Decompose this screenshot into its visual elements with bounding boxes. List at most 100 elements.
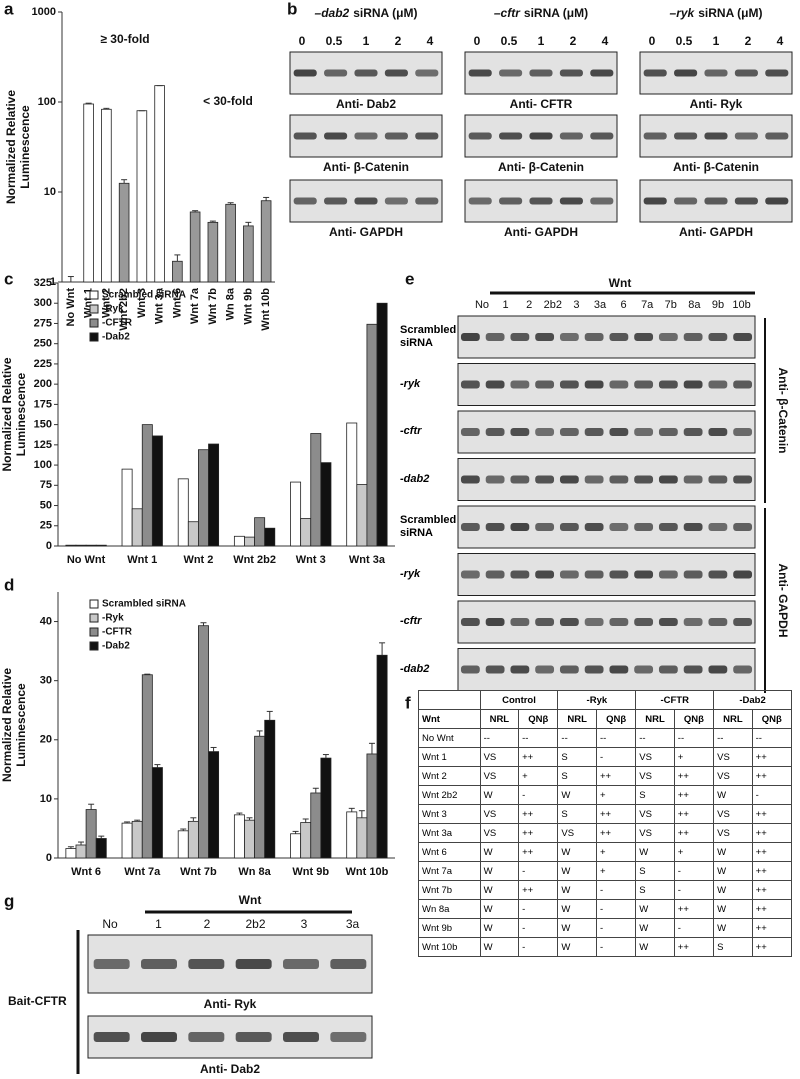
table-cell: Wnt 9b	[418, 918, 481, 938]
legend-swatch	[89, 290, 99, 300]
table-cell: VS	[713, 804, 753, 824]
blot-frame	[457, 315, 756, 359]
y-axis-label: Luminescence	[18, 105, 32, 189]
y-axis-label: Normalized Relative	[0, 357, 14, 471]
table-cell: W	[713, 842, 753, 862]
y-axis-label: Normalized Relative	[0, 668, 14, 782]
band	[460, 380, 480, 389]
band	[535, 475, 555, 484]
error-bar	[103, 107, 110, 110]
band	[415, 197, 439, 205]
bar	[244, 819, 255, 859]
band	[529, 69, 553, 77]
column-header: Wnt	[418, 709, 481, 729]
y-tick-label: 225	[34, 358, 52, 370]
band	[658, 380, 678, 389]
row-label: Scrambled siRNA	[400, 514, 457, 539]
error-bar	[98, 835, 105, 839]
bar	[75, 844, 87, 859]
y-tick-label: 20	[40, 734, 52, 746]
band	[235, 959, 272, 969]
band	[643, 197, 667, 205]
unit: siRNA (μM)	[353, 6, 417, 20]
band	[658, 428, 678, 436]
blot	[289, 114, 443, 158]
table-cell: --	[595, 728, 637, 748]
band	[609, 380, 629, 389]
bar	[208, 751, 220, 859]
bar	[300, 822, 312, 859]
lane-label: 6	[621, 299, 627, 311]
bar	[366, 753, 378, 859]
error-bar	[124, 821, 131, 824]
table-cell: W	[479, 861, 520, 881]
table-cell: VS	[713, 766, 753, 786]
table-cell: -	[595, 937, 637, 957]
band	[93, 1032, 130, 1042]
blot	[289, 179, 443, 223]
lane-label: 4	[777, 34, 784, 48]
band	[510, 523, 530, 531]
unit: siRNA (μM)	[524, 6, 588, 20]
band	[535, 618, 555, 626]
bar	[198, 625, 209, 859]
band	[559, 665, 579, 674]
bar	[65, 848, 77, 859]
group-header: Control	[479, 690, 559, 710]
lane-label: 7a	[641, 299, 654, 311]
blot-frame	[457, 363, 756, 406]
table-cell: -	[673, 880, 715, 900]
band	[643, 69, 667, 77]
error-bar	[292, 830, 299, 834]
band	[141, 1032, 177, 1042]
bar	[136, 110, 148, 283]
band	[658, 618, 678, 626]
antibody-label: Anti- GAPDH	[679, 225, 753, 239]
y-tick-label: 10	[40, 793, 52, 805]
error-bar	[121, 179, 128, 184]
bar	[254, 517, 266, 547]
band	[683, 665, 703, 674]
table-row: Wnt 3 VS ++ S ++ VS ++ VS ++	[418, 804, 793, 824]
x-tick-label: Wnt 1	[127, 554, 157, 566]
bar	[131, 508, 143, 547]
y-tick-label: 100	[34, 459, 52, 471]
legend-swatch	[89, 641, 99, 651]
band	[584, 428, 604, 436]
table-cell: VS	[713, 823, 753, 843]
group-header: -CFTR	[635, 690, 715, 710]
bar	[85, 544, 97, 547]
band	[609, 570, 629, 579]
blot-title: –dab2 siRNA (μM)	[315, 6, 418, 20]
table-cell: W	[635, 899, 675, 919]
band	[460, 618, 480, 626]
table-cell: +	[673, 747, 715, 767]
x-tick-label: Wnt 3	[296, 554, 326, 566]
bar	[208, 443, 220, 547]
header-row: Wnt NRL QNβ NRL QNβ NRL QNβ NRL QNβ	[418, 709, 793, 729]
band	[584, 333, 604, 341]
panel-letter: b	[287, 0, 297, 18]
panel-letter: d	[4, 575, 14, 594]
table-cell: ++	[673, 823, 715, 843]
table-cell: W	[479, 937, 520, 957]
table-cell: W	[479, 880, 520, 900]
bar	[243, 225, 254, 283]
band	[293, 69, 317, 77]
antibody-label: Anti- Ryk	[690, 97, 743, 111]
table-row: Wnt 6 W ++ W + W + W ++	[418, 842, 793, 862]
band	[485, 570, 505, 579]
table-cell: ++	[673, 899, 715, 919]
panel-letter: c	[4, 269, 13, 288]
x-tick-label: Wnt 2	[183, 554, 213, 566]
error-bar	[302, 818, 309, 823]
blot-frame	[457, 600, 756, 644]
table-cell: VS	[635, 766, 675, 786]
group-header: -Dab2	[713, 690, 792, 710]
blot	[87, 934, 373, 994]
band	[704, 197, 728, 205]
band	[510, 618, 530, 626]
band	[485, 428, 505, 436]
